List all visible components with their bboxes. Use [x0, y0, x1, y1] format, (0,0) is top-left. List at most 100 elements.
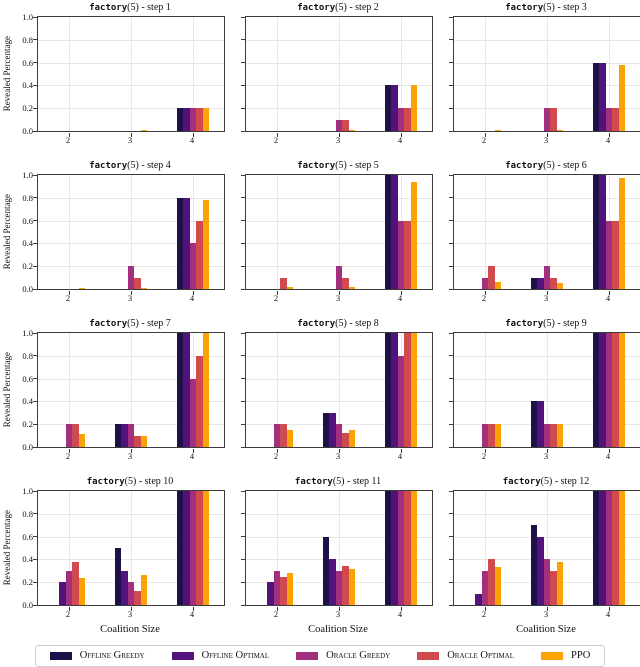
- x-tick-label: 3: [335, 451, 341, 461]
- y-tick-mark: [449, 423, 453, 425]
- bar-oracle-optimal-size-2: [488, 424, 495, 447]
- x-tick-label: 4: [397, 293, 403, 303]
- x-tick-mark: [338, 133, 340, 137]
- x-tick-mark: [338, 607, 340, 611]
- bar-ppo-size-2: [286, 286, 294, 289]
- bar-ppo-size-2: [286, 573, 294, 605]
- y-tick-mark: [449, 355, 453, 357]
- y-tick-mark: [33, 355, 37, 357]
- x-axis-label: Coalition Size: [308, 624, 368, 635]
- x-tick-labels: 2 3 4: [245, 135, 431, 147]
- bar-offline-greedy-size-4: [176, 197, 184, 289]
- bar-oracle-greedy-size-2: [273, 570, 281, 605]
- y-tick-mark: [449, 130, 453, 132]
- bar-offline-greedy-size-4: [176, 333, 184, 447]
- y-tick-mark: [449, 446, 453, 448]
- bar-oracle-optimal-size-2: [72, 561, 79, 605]
- bar-ppo-size-4: [618, 178, 626, 289]
- bar-oracle-greedy-size-4: [397, 491, 405, 605]
- bar-ppo-size-4: [410, 181, 418, 289]
- y-tick-mark: [449, 581, 453, 583]
- bar-oracle-optimal-size-4: [196, 108, 203, 131]
- bar-oracle-greedy-size-3: [335, 266, 343, 289]
- x-gridline: [484, 333, 486, 447]
- subplot-title-code: factory: [505, 161, 544, 171]
- bar-offline-optimal-size-4: [391, 85, 398, 131]
- subplot-grid: factory(5) - step 1 0.0 0.2 0.4 0.6 0.8 1.0 Rev…: [0, 2, 640, 637]
- plot-area: 0.0 0.2 0.4 0.6 0.8 1.0 Revealed Percentage: [2, 13, 225, 137]
- subplot-title-code: factory: [86, 477, 125, 487]
- y-tick-label: 0.4: [22, 554, 33, 565]
- bar-ppo-size-3: [140, 287, 148, 289]
- x-tick-mark: [608, 607, 610, 611]
- subplot-step-9: factory(5) - step 9 2 3 4: [449, 318, 640, 463]
- y-tick-mark: [241, 288, 245, 290]
- subplot-title-code: factory: [89, 3, 128, 13]
- bar-offline-greedy-size-3: [322, 536, 330, 605]
- subplot-title-code: factory: [297, 161, 336, 171]
- y-tick-mark: [449, 536, 453, 538]
- y-tick-label: 0.2: [22, 261, 33, 272]
- y-tick-mark: [241, 62, 245, 64]
- y-tick-mark: [33, 536, 37, 538]
- subplot-title-rest: (5) - step 10: [124, 476, 174, 487]
- x-tick-labels: 2 3 4: [245, 293, 431, 305]
- bar-ppo-size-4: [202, 333, 210, 447]
- y-tick-mark: [449, 332, 453, 334]
- y-tick-label: 0.2: [22, 103, 33, 114]
- x-tick-mark: [276, 607, 278, 611]
- bar-offline-greedy-size-4: [384, 175, 392, 289]
- bar-ppo-size-3: [556, 424, 564, 447]
- x-tick-mark: [68, 449, 70, 453]
- x-tick-mark: [484, 133, 486, 137]
- x-tick-label: 3: [543, 609, 549, 619]
- x-tick-label: 2: [481, 451, 487, 461]
- subplot-title-rest: (5) - step 2: [335, 2, 379, 13]
- bar-ppo-size-4: [410, 333, 418, 447]
- subplot-title: factory(5) - step 7: [37, 318, 223, 330]
- y-axis-label: Revealed Percentage: [2, 510, 12, 586]
- x-tick-mark: [192, 449, 194, 453]
- bar-offline-greedy-size-3: [114, 548, 122, 605]
- subplot-title-rest: (5) - step 8: [335, 318, 379, 329]
- x-tick-label: 3: [127, 135, 133, 145]
- x-tick-mark: [608, 449, 610, 453]
- bar-oracle-optimal-size-2: [72, 424, 79, 447]
- bar-offline-greedy-size-4: [384, 85, 392, 131]
- bar-ppo-size-2: [78, 434, 86, 447]
- x-tick-labels: 2 3 4: [37, 609, 223, 621]
- y-tick-mark: [33, 242, 37, 244]
- bar-ppo-size-4: [618, 491, 626, 605]
- bar-oracle-optimal-size-2: [488, 559, 495, 605]
- y-tick-mark: [449, 558, 453, 560]
- y-tick-mark: [449, 513, 453, 515]
- y-tick-mark: [33, 423, 37, 425]
- x-tick-label: 4: [605, 451, 611, 461]
- x-gridline: [546, 333, 548, 447]
- x-tick-label: 3: [127, 451, 133, 461]
- bar-offline-optimal-size-3: [121, 424, 128, 447]
- bar-oracle-optimal-size-3: [134, 435, 141, 447]
- subplot-title-code: factory: [505, 319, 544, 329]
- legend-item-offline-greedy: Offline Greedy: [49, 650, 145, 662]
- bar-oracle-optimal-size-4: [612, 220, 619, 289]
- bar-oracle-greedy-size-2: [273, 424, 281, 447]
- y-tick-label: 0.8: [22, 508, 33, 519]
- x-tick-mark: [608, 291, 610, 295]
- y-tick-mark: [449, 378, 453, 380]
- y-tick-mark: [33, 581, 37, 583]
- bar-oracle-greedy-size-3: [543, 424, 551, 447]
- y-tick-mark: [449, 265, 453, 267]
- subplot-title: factory(5) - step 11: [245, 476, 431, 488]
- x-tick-label: 4: [397, 135, 403, 145]
- y-tick-label: 0.8: [22, 192, 33, 203]
- x-gridline: [276, 175, 278, 289]
- y-tick-mark: [241, 197, 245, 199]
- x-tick-labels: 2 3 4: [245, 451, 431, 463]
- y-tick-mark: [33, 84, 37, 86]
- y-tick-mark: [33, 107, 37, 109]
- y-tick-mark: [33, 490, 37, 492]
- bar-oracle-optimal-size-3: [342, 119, 349, 131]
- y-tick-mark: [241, 242, 245, 244]
- x-gridline: [338, 333, 340, 447]
